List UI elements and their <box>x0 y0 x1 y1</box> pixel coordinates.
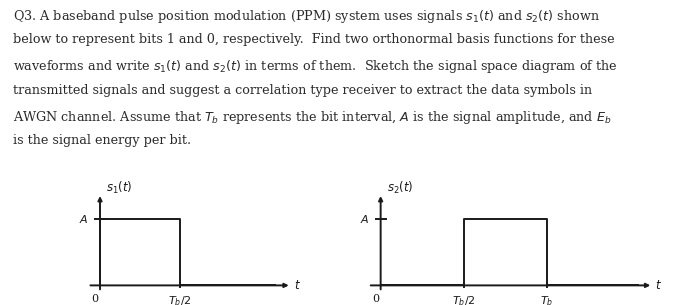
Text: $s_1(t)$: $s_1(t)$ <box>106 180 133 196</box>
Text: $T_b/2$: $T_b/2$ <box>168 294 192 305</box>
Text: $T_b/2$: $T_b/2$ <box>452 294 475 305</box>
Text: Q3. A baseband pulse position modulation (PPM) system uses signals $s_1(t)$ and : Q3. A baseband pulse position modulation… <box>13 8 600 25</box>
Text: $s_2(t)$: $s_2(t)$ <box>387 180 414 196</box>
Text: waveforms and write $s_1(t)$ and $s_2(t)$ in terms of them.  Sketch the signal s: waveforms and write $s_1(t)$ and $s_2(t)… <box>13 58 617 75</box>
Text: below to represent bits 1 and 0, respectively.  Find two orthonormal basis funct: below to represent bits 1 and 0, respect… <box>13 33 614 46</box>
Text: transmitted signals and suggest a correlation type receiver to extract the data : transmitted signals and suggest a correl… <box>13 84 592 97</box>
Text: $T_b$: $T_b$ <box>540 294 554 305</box>
Text: 0: 0 <box>372 294 379 304</box>
Text: $A$: $A$ <box>79 213 89 225</box>
Text: $A$: $A$ <box>360 213 369 225</box>
Text: 0: 0 <box>92 294 99 304</box>
Text: $t$: $t$ <box>293 279 300 292</box>
Text: is the signal energy per bit.: is the signal energy per bit. <box>13 134 190 147</box>
Text: $t$: $t$ <box>655 279 662 292</box>
Text: AWGN channel. Assume that $T_b$ represents the bit interval, $A$ is the signal a: AWGN channel. Assume that $T_b$ represen… <box>13 109 611 126</box>
